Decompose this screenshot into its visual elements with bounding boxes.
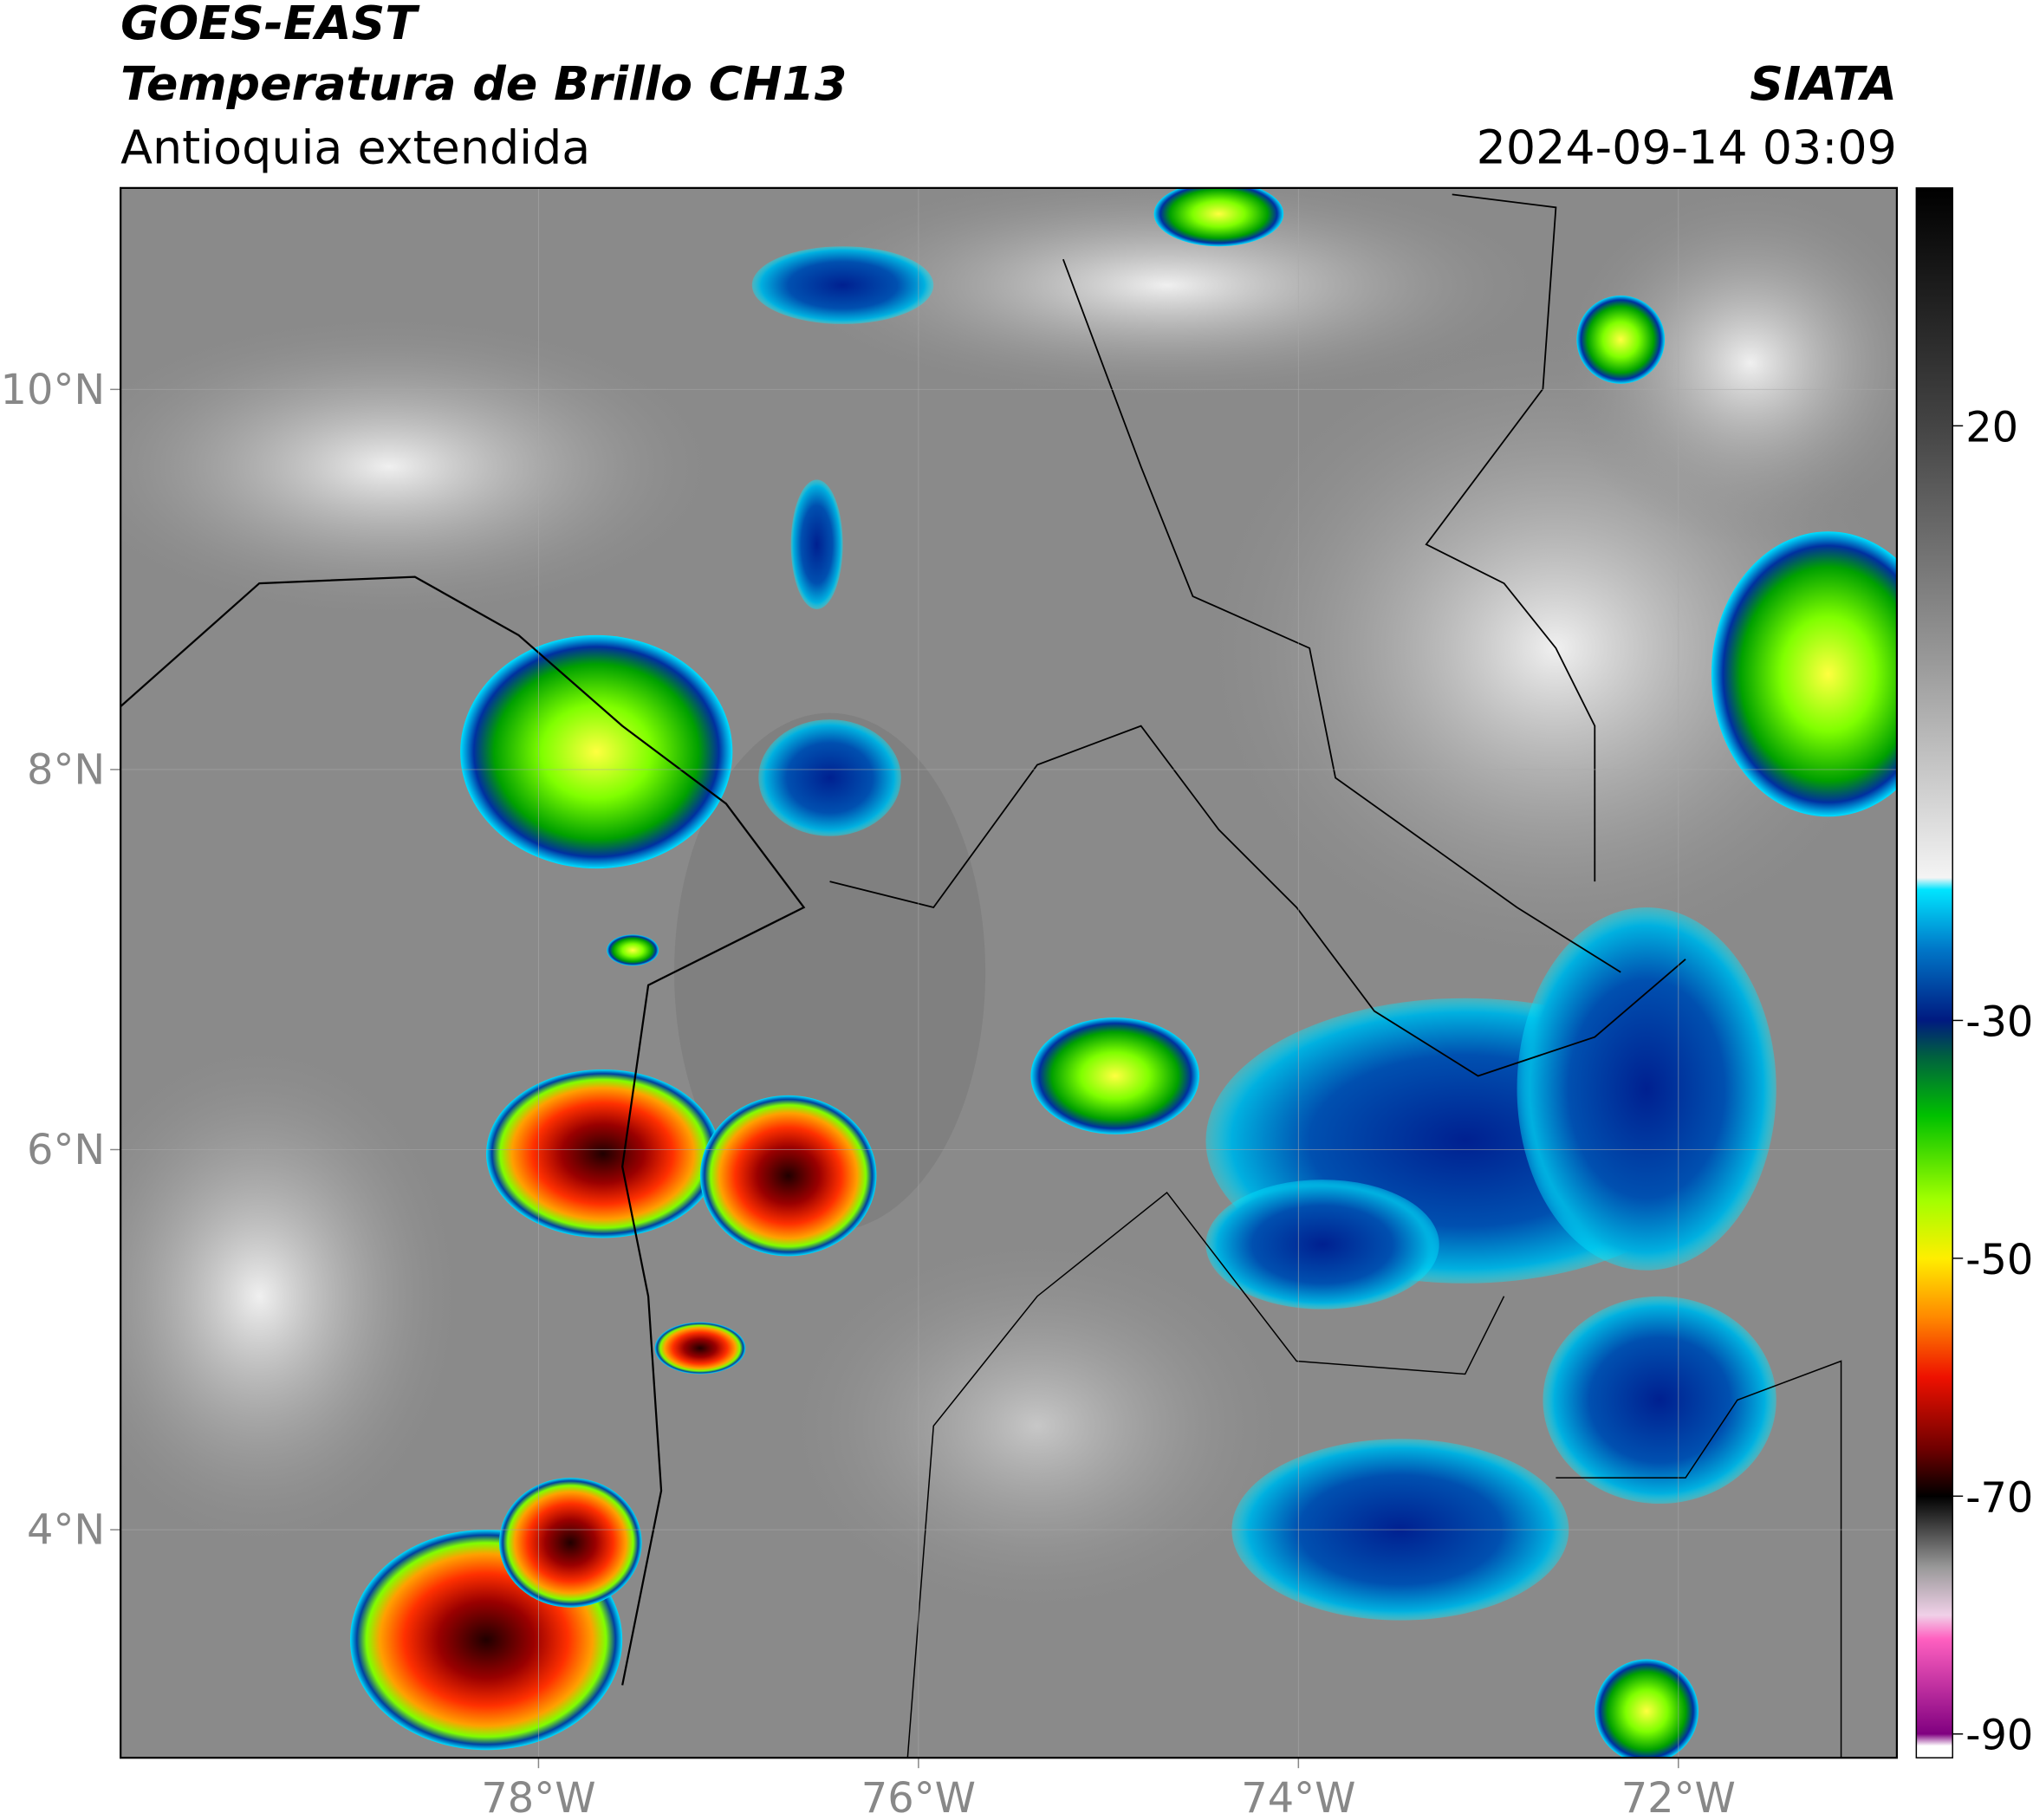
lon-tick-label: 78°W [481,1775,595,1820]
colorbar-tick-label: -90 [1965,1713,2033,1760]
lat-tick-label: 6°N [27,1127,105,1174]
region: Antioquia extendida [120,120,590,174]
subtitle: Temperatura de Brillo CH13 [120,56,847,111]
lon-tick-label: 76°W [861,1775,976,1820]
source: SIATA [1750,56,1897,111]
graticule: 10°N 8°N 6°N 4°N 78°W 76°W 74°W 72°W [1,187,1897,1820]
lat-tick-label: 8°N [27,746,105,794]
colorbar-tick-label: -70 [1965,1474,2033,1522]
colorbar-tick-label: 20 [1965,404,2018,452]
lon-tick-label: 72°W [1621,1775,1736,1820]
colorbar: 20 -30 -50 -70 -90 [1915,187,2033,1760]
datetime: 2024-09-14 03:09 [1477,120,1897,174]
colorbar-tick-label: -30 [1965,998,2033,1046]
title: GOES-EAST [120,0,420,50]
lat-tick-label: 10°N [1,367,106,414]
colorbar-scale [1915,187,1953,1758]
satellite-image [120,187,1897,1758]
lon-tick-label: 74°W [1241,1775,1355,1820]
lat-tick-label: 4°N [27,1507,105,1555]
colorbar-tick-label: -50 [1965,1237,2033,1284]
map-frame [120,186,1899,1759]
